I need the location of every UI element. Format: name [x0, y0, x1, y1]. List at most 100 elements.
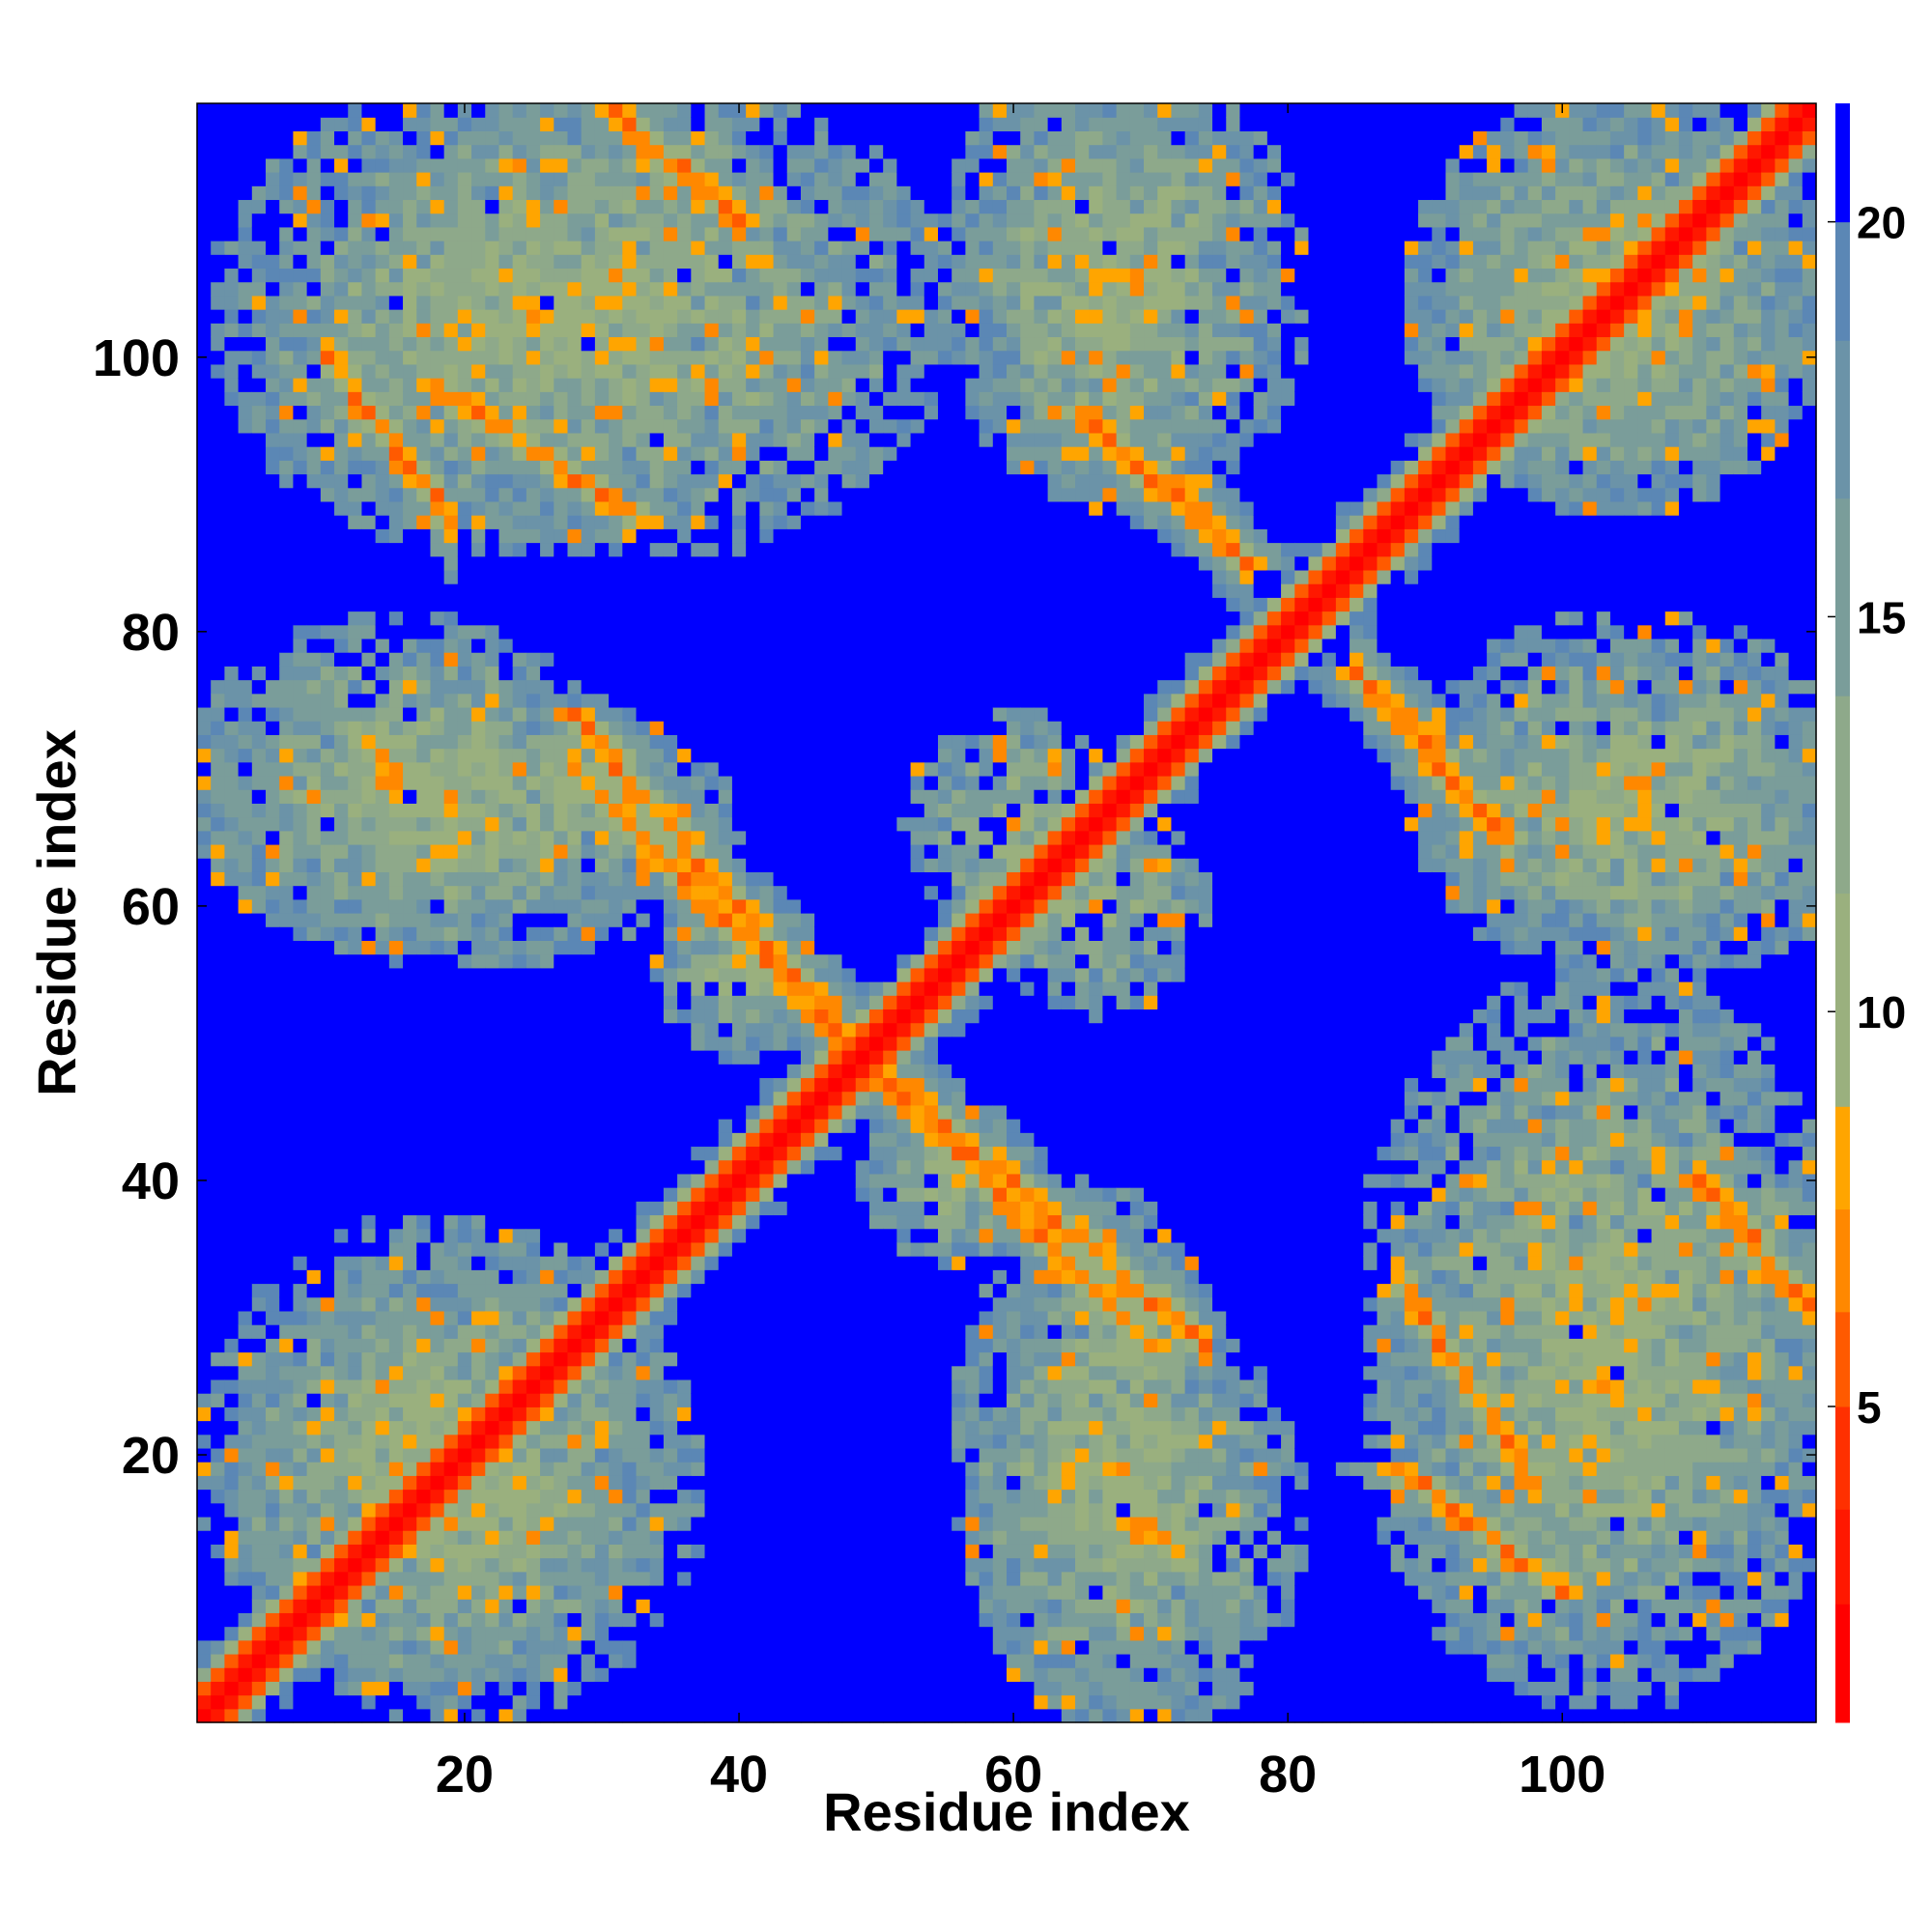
heatmap-cell [416, 295, 432, 310]
heatmap-cell [691, 199, 706, 214]
heatmap-cell [293, 378, 308, 392]
heatmap-cell [306, 652, 322, 667]
heatmap-cell [251, 515, 267, 529]
heatmap-cell [554, 624, 569, 639]
heatmap-cell [238, 803, 253, 818]
heatmap-cell [731, 1544, 747, 1559]
heatmap-cell [554, 213, 569, 228]
heatmap-cell [704, 542, 720, 557]
heatmap-cell [430, 199, 445, 214]
heatmap-cell [485, 652, 500, 667]
heatmap-cell [512, 721, 527, 735]
heatmap-cell [718, 816, 733, 832]
heatmap-cell [581, 583, 596, 598]
heatmap-cell [279, 1187, 295, 1202]
heatmap-cell [649, 858, 665, 872]
heatmap-cell [197, 1653, 212, 1668]
heatmap-cell [211, 953, 225, 969]
heatmap-cell [251, 679, 267, 695]
heatmap-cell [279, 1310, 295, 1325]
heatmap-cell [224, 1009, 240, 1024]
heatmap-cell [279, 1132, 295, 1148]
heatmap-cell [567, 1502, 582, 1518]
heatmap-cell [388, 542, 404, 557]
heatmap-cell [211, 569, 225, 584]
heatmap-cell [526, 858, 541, 872]
heatmap-cell [251, 1296, 267, 1312]
heatmap-cell [238, 666, 253, 681]
heatmap-cell [197, 1694, 212, 1710]
heatmap-cell [526, 432, 541, 447]
heatmap-cell [430, 1214, 445, 1230]
heatmap-cell [512, 241, 527, 255]
heatmap-cell [759, 638, 775, 653]
heatmap-cell [388, 843, 404, 859]
heatmap-cell [609, 1653, 623, 1668]
heatmap-cell [759, 323, 775, 338]
heatmap-cell [320, 967, 335, 982]
heatmap-cell [334, 1475, 349, 1491]
heatmap-cell [540, 1653, 554, 1668]
heatmap-cell [211, 1420, 225, 1435]
heatmap-cell [485, 1571, 500, 1586]
heatmap-cell [293, 446, 308, 461]
heatmap-cell [197, 721, 212, 735]
heatmap-cell [498, 103, 514, 118]
heatmap-cell [718, 1599, 733, 1613]
heatmap-cell [197, 1283, 212, 1298]
heatmap-cell [512, 1064, 527, 1079]
heatmap-cell [663, 542, 678, 557]
heatmap-cell [485, 130, 500, 146]
heatmap-cell [663, 1420, 678, 1435]
heatmap-cell [348, 995, 363, 1010]
heatmap-cell [691, 144, 706, 159]
heatmap-cell [554, 1420, 569, 1435]
heatmap-cell [279, 1502, 295, 1518]
heatmap-cell [773, 1475, 788, 1491]
heatmap-cell [375, 1378, 390, 1394]
heatmap-cell [279, 130, 295, 146]
heatmap-cell [211, 624, 225, 639]
heatmap-cell [567, 1256, 582, 1270]
heatmap-cell [540, 1544, 554, 1559]
heatmap-cell [388, 1544, 404, 1559]
heatmap-cell [416, 1420, 432, 1435]
heatmap-cell [293, 473, 308, 489]
heatmap-cell [691, 350, 706, 365]
heatmap-cell [609, 1256, 623, 1270]
heatmap-cell [554, 309, 569, 324]
heatmap-cell [306, 721, 322, 735]
heatmap-cell [197, 1228, 212, 1243]
heatmap-cell [334, 583, 349, 598]
heatmap-cell [471, 1077, 486, 1093]
heatmap-cell [609, 1201, 623, 1216]
heatmap-cell [594, 1256, 610, 1270]
heatmap-cell [594, 254, 610, 270]
heatmap-cell [622, 1228, 638, 1243]
heatmap-cell [759, 487, 775, 502]
heatmap-cell [581, 1571, 596, 1586]
heatmap-cell [512, 487, 527, 502]
heatmap-cell [279, 1104, 295, 1120]
heatmap-cell [430, 652, 445, 667]
heatmap-cell [485, 528, 500, 544]
heatmap-cell [526, 843, 541, 859]
heatmap-cell [759, 295, 775, 310]
heatmap-cell [457, 1393, 472, 1407]
heatmap-cell [498, 144, 514, 159]
heatmap-cell [238, 706, 253, 722]
heatmap-cell [622, 446, 638, 461]
heatmap-cell [663, 1324, 678, 1339]
heatmap-cell [443, 953, 459, 969]
heatmap-cell [211, 405, 225, 420]
heatmap-cell [554, 1653, 569, 1668]
heatmap-cell [526, 761, 541, 777]
heatmap-cell [388, 500, 404, 516]
heatmap-cell [334, 1283, 349, 1298]
heatmap-cell [266, 117, 280, 131]
heatmap-cell [334, 1296, 349, 1312]
heatmap-cell [334, 597, 349, 612]
heatmap-cell [471, 748, 486, 763]
heatmap-cell [251, 460, 267, 475]
heatmap-cell [485, 199, 500, 214]
